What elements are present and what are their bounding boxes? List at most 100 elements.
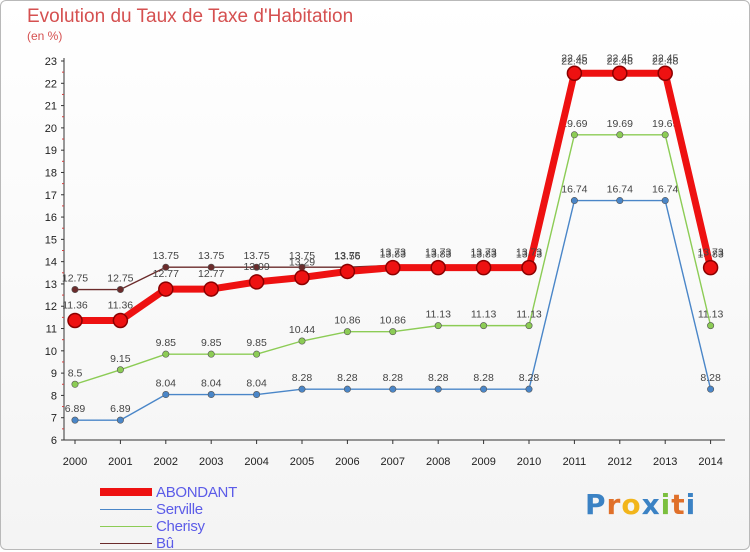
data-label-serville: 8.28: [700, 372, 721, 384]
data-label-cherisy: 10.44: [289, 324, 315, 336]
data-point-cherisy: [525, 322, 533, 330]
data-point-cherisy: [116, 366, 124, 374]
proxiti-logo: Proxiti: [585, 488, 696, 521]
data-label-b: 13.83: [425, 248, 451, 260]
data-label-cherisy: 19.69: [607, 118, 633, 130]
data-label-b: 22.48: [607, 56, 633, 68]
data-point-serville: [661, 197, 669, 205]
data-label-b: 12.75: [107, 273, 133, 285]
data-label-serville: 8.28: [428, 372, 449, 384]
data-label-serville: 8.28: [292, 372, 313, 384]
data-point-b: [116, 286, 124, 294]
data-label-cherisy: 11.13: [471, 309, 497, 321]
data-label-b: 12.75: [62, 273, 88, 285]
y-tick-label: 14: [45, 257, 57, 269]
data-label-serville: 6.89: [65, 403, 86, 415]
x-tick-label: 2013: [653, 456, 677, 468]
data-point-abondant: [248, 274, 265, 290]
data-label-abondant: 13.29: [289, 256, 315, 268]
data-label-cherisy: 9.85: [246, 337, 267, 349]
data-label-abondant: 13.73: [470, 247, 496, 259]
data-label-serville: 8.28: [473, 372, 494, 384]
data-point-cherisy: [343, 328, 351, 336]
y-tick-label: 19: [45, 145, 57, 157]
y-tick-label: 7: [51, 413, 57, 425]
y-tick-label: 23: [45, 56, 57, 68]
data-point-serville: [207, 391, 215, 399]
legend-label-serville: Serville: [156, 501, 203, 518]
data-point-serville: [434, 385, 442, 393]
y-tick-label: 6: [51, 435, 57, 447]
logo-letter: o: [621, 488, 642, 521]
data-label-abondant: 11.36: [62, 300, 88, 312]
y-tick-label: 11: [46, 324, 57, 336]
data-point-cherisy: [71, 380, 79, 388]
data-label-cherisy: 10.86: [334, 315, 360, 327]
data-point-b: [71, 286, 79, 294]
legend-swatch-bu: [100, 543, 152, 544]
data-label-b: 13.75: [153, 250, 179, 262]
data-label-serville: 8.28: [383, 372, 404, 384]
data-label-b: 13.83: [470, 248, 496, 260]
logo-letter: x: [641, 488, 661, 521]
data-point-abondant: [385, 259, 401, 276]
data-point-serville: [298, 385, 306, 393]
data-label-b: 13.83: [380, 248, 406, 260]
data-point-abondant: [339, 263, 356, 280]
logo-letter: P: [585, 488, 607, 521]
chart-subtitle: (en %): [27, 29, 63, 43]
data-label-serville: 16.74: [652, 184, 678, 196]
data-label-cherisy: 9.15: [110, 353, 131, 365]
x-tick-label: 2011: [563, 456, 587, 468]
data-point-b: [207, 263, 215, 271]
data-label-b: 13.75: [289, 250, 315, 262]
data-label-b: 22.48: [652, 56, 678, 68]
legend-label-cherisy: Cherisy: [156, 518, 205, 535]
data-point-serville: [480, 385, 488, 393]
data-point-b: [162, 263, 170, 271]
data-label-b: 13.75: [198, 250, 224, 262]
logo-letter: r: [606, 488, 622, 521]
y-tick-label: 12: [45, 301, 57, 313]
data-point-abondant: [158, 281, 174, 297]
legend-label-bu: Bû: [156, 535, 174, 552]
data-label-abondant: 13.56: [334, 250, 360, 262]
data-label-cherisy: 8.5: [68, 367, 83, 379]
data-point-cherisy: [570, 131, 578, 139]
data-label-serville: 8.04: [201, 378, 222, 390]
data-label-b: 13.75: [334, 250, 360, 262]
legend-swatch-serville: [100, 509, 152, 510]
data-label-abondant: 22.45: [607, 52, 633, 64]
y-tick-label: 9: [51, 368, 57, 380]
data-label-cherisy: 10.86: [380, 315, 406, 327]
data-point-serville: [116, 416, 124, 424]
data-point-serville: [525, 385, 533, 393]
data-point-abondant: [702, 259, 719, 276]
data-point-abondant: [67, 312, 83, 329]
data-point-serville: [707, 385, 715, 393]
legend-label-abondant: ABONDANT: [156, 484, 237, 501]
x-tick-label: 2008: [426, 456, 450, 468]
x-tick-label: 2003: [199, 456, 223, 468]
data-point-abondant: [566, 65, 583, 82]
x-tick-label: 2009: [471, 456, 495, 468]
logo-letter: i: [685, 488, 697, 521]
data-label-cherisy: 19.69: [561, 118, 587, 130]
legend-swatch-abondant: [100, 488, 152, 496]
data-label-abondant: 12.77: [198, 268, 224, 280]
logo-letter: i: [660, 488, 672, 521]
y-tick-label: 16: [45, 212, 57, 224]
y-tick-label: 21: [45, 101, 57, 113]
y-tick-label: 17: [45, 190, 57, 202]
data-point-abondant: [657, 65, 673, 82]
data-label-cherisy: 9.85: [201, 337, 222, 349]
x-tick-label: 2014: [698, 456, 722, 468]
data-point-serville: [616, 197, 624, 205]
data-label-cherisy: 11.13: [516, 309, 542, 321]
data-point-cherisy: [707, 322, 715, 330]
data-label-serville: 16.74: [561, 184, 587, 196]
data-point-abondant: [475, 259, 492, 276]
x-tick-label: 2000: [63, 456, 87, 468]
data-label-abondant: 22.45: [561, 52, 587, 64]
data-label-cherisy: 11.13: [425, 309, 451, 321]
